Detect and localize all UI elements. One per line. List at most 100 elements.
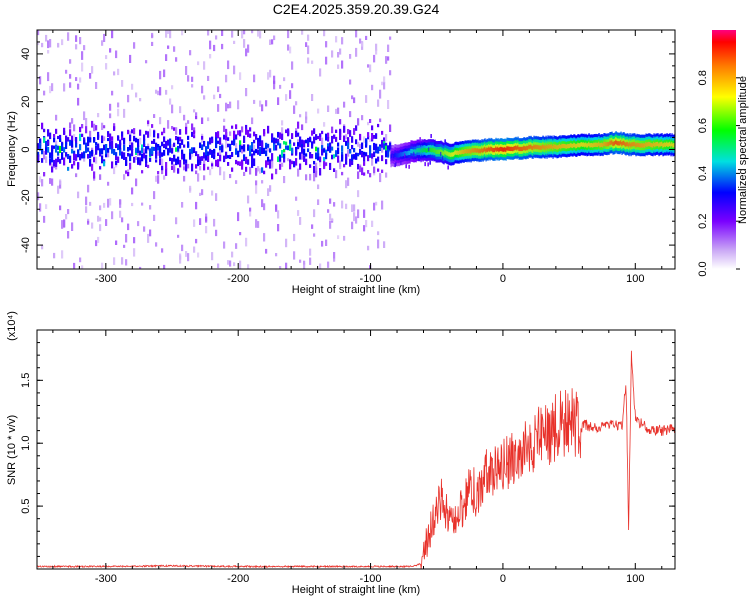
spectrogram-cell bbox=[375, 43, 378, 51]
spectrogram-cell bbox=[277, 97, 280, 105]
spectrogram-cell bbox=[293, 142, 296, 146]
spectrogram-ridge-cell bbox=[564, 144, 566, 149]
spectrogram-ridge-cell bbox=[630, 143, 632, 148]
spectrogram-cell bbox=[365, 35, 368, 40]
spectrogram-cell bbox=[321, 145, 324, 151]
spectrogram-cell bbox=[179, 159, 182, 168]
spectrogram-cell bbox=[107, 148, 110, 153]
spectrogram-cell bbox=[207, 117, 210, 122]
spectrogram-cell bbox=[123, 155, 126, 160]
spectrogram-ridge-cell bbox=[519, 146, 521, 152]
spectrogram-cell bbox=[371, 133, 374, 141]
spectrogram-cell bbox=[67, 137, 70, 142]
spectrogram-cell bbox=[343, 163, 346, 168]
spectrogram-ridge-cell bbox=[659, 142, 661, 147]
spectrogram-cell bbox=[141, 144, 144, 148]
spectrogram-cell bbox=[245, 48, 248, 57]
spectrogram-ridge-cell bbox=[498, 147, 500, 153]
spectrogram-cell bbox=[311, 94, 314, 101]
spectrogram-cell bbox=[93, 171, 96, 179]
spectrogram-cell bbox=[377, 146, 380, 154]
spectrogram-cell bbox=[105, 148, 108, 155]
spectrogram-ridge-cell bbox=[470, 149, 472, 154]
spectrogram-cell bbox=[325, 149, 328, 156]
spectrogram-cell bbox=[253, 158, 256, 166]
spectrogram-cell bbox=[189, 156, 192, 160]
spectrogram-cell bbox=[329, 162, 332, 170]
spectrogram-cell bbox=[363, 172, 366, 176]
spectrogram-cell bbox=[317, 147, 320, 155]
spectrogram-cell bbox=[247, 44, 250, 53]
spectrogram-ridge-cell bbox=[653, 141, 655, 147]
spectrogram-cell bbox=[43, 172, 46, 177]
spectrogram-cell bbox=[213, 149, 216, 154]
spectrogram-cell bbox=[119, 142, 122, 150]
spectrogram-cell bbox=[111, 211, 114, 220]
spectrogram-cell bbox=[257, 30, 260, 37]
spectrogram-cell bbox=[169, 30, 172, 39]
spectrogram-x-label: Height of straight line (km) bbox=[292, 284, 420, 296]
spectrogram-cell bbox=[189, 50, 192, 56]
x-tick-label: -300 bbox=[95, 273, 117, 285]
spectrogram-ridge-cell bbox=[434, 148, 436, 153]
spectrogram-cell bbox=[199, 218, 202, 225]
spectrogram-cell bbox=[245, 166, 248, 172]
spectrogram-cell bbox=[291, 133, 294, 139]
spectrogram-cell bbox=[343, 101, 346, 108]
spectrogram-cell bbox=[107, 181, 110, 186]
spectrogram-cell bbox=[169, 149, 172, 153]
spectrogram-cell bbox=[105, 219, 108, 226]
spectrogram-ridge-cell bbox=[557, 145, 559, 150]
spectrogram-cell bbox=[157, 175, 160, 184]
spectrogram-cell bbox=[207, 141, 210, 149]
spectrogram-cell bbox=[111, 136, 114, 141]
spectrogram-cell bbox=[301, 124, 304, 131]
colorbar-gradient bbox=[712, 30, 736, 269]
spectrogram-ridge-cell bbox=[463, 150, 465, 155]
spectrogram-cell bbox=[389, 124, 392, 132]
spectrogram-cell bbox=[339, 128, 342, 134]
spectrogram-cell bbox=[79, 153, 82, 161]
spectrogram-cell bbox=[359, 143, 362, 148]
spectrogram-cell bbox=[109, 144, 112, 150]
spectrogram-cell bbox=[147, 146, 150, 150]
spectrogram-cell bbox=[113, 166, 116, 175]
spectrogram-cell bbox=[283, 154, 286, 159]
spectrogram-cell bbox=[381, 130, 384, 135]
spectrogram-cell bbox=[305, 174, 308, 181]
spectrogram-cell bbox=[311, 224, 314, 229]
spectrogram-cell bbox=[245, 88, 248, 97]
spectrogram-cell bbox=[257, 149, 260, 155]
spectrogram-cell bbox=[277, 210, 280, 219]
spectrogram-cell bbox=[329, 220, 332, 229]
spectrogram-cell bbox=[329, 142, 332, 149]
spectrogram-cell bbox=[283, 77, 286, 82]
spectrogram-cell bbox=[57, 42, 60, 48]
spectrogram-cell bbox=[195, 201, 198, 210]
spectrogram-cell bbox=[195, 115, 198, 120]
spectrogram-ridge-cell bbox=[507, 146, 509, 151]
spectrogram-cell bbox=[315, 152, 318, 160]
spectrogram-cell bbox=[57, 135, 60, 140]
spectrogram-cell bbox=[87, 220, 90, 225]
spectrogram-cell bbox=[227, 162, 230, 166]
spectrogram-cell bbox=[161, 131, 164, 136]
spectrogram-cell bbox=[327, 143, 330, 150]
spectrogram-cell bbox=[293, 251, 296, 260]
spectrogram-cell bbox=[165, 30, 168, 38]
spectrogram-cell bbox=[209, 54, 212, 59]
spectrogram-cell bbox=[193, 246, 196, 253]
spectrogram-cell bbox=[51, 83, 54, 92]
spectrogram-cell bbox=[327, 105, 330, 112]
spectrogram-cell bbox=[147, 164, 150, 169]
spectrogram-cell bbox=[73, 153, 76, 160]
spectrogram-ridge-cell bbox=[655, 142, 657, 147]
spectrogram-cell bbox=[223, 125, 226, 132]
spectrogram-cell bbox=[187, 141, 190, 148]
spectrogram-ridge-cell bbox=[439, 149, 441, 154]
spectrogram-cell bbox=[125, 160, 128, 166]
spectrogram-cell bbox=[315, 170, 318, 178]
spectrogram-cell bbox=[109, 113, 112, 119]
spectrogram-cell bbox=[141, 170, 144, 174]
spectrogram-ridge-cell bbox=[520, 146, 522, 152]
